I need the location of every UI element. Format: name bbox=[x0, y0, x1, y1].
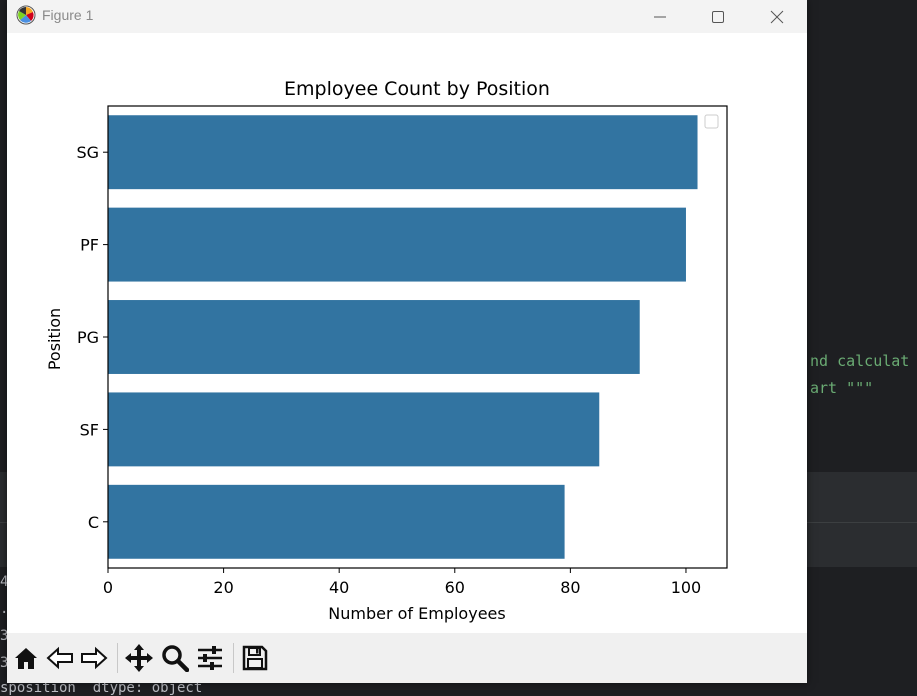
bar-sf bbox=[108, 392, 600, 467]
code-line: art """ bbox=[810, 379, 874, 397]
pan-button[interactable] bbox=[122, 641, 156, 675]
save-icon bbox=[242, 645, 268, 671]
y-tick-label: C bbox=[88, 513, 99, 532]
y-tick-label: PF bbox=[80, 236, 99, 255]
configure-subplots-button[interactable] bbox=[193, 641, 227, 675]
minimize-icon bbox=[654, 16, 666, 17]
x-axis-ticks: 0 20 40 60 80 100 bbox=[103, 568, 701, 597]
title-bar[interactable]: Figure 1 bbox=[7, 0, 807, 33]
zoom-button[interactable] bbox=[158, 641, 192, 675]
x-tick-label: 60 bbox=[445, 578, 465, 597]
y-tick-label: SG bbox=[76, 143, 99, 162]
minimize-button[interactable] bbox=[631, 0, 689, 33]
bar-sg bbox=[108, 115, 698, 190]
configure-icon bbox=[198, 646, 222, 670]
terminal-line: 3 bbox=[0, 655, 9, 671]
bar-c bbox=[108, 484, 565, 559]
bars-group bbox=[108, 115, 698, 559]
window-title: Figure 1 bbox=[42, 7, 94, 23]
bar-pf bbox=[108, 207, 686, 282]
pan-icon bbox=[125, 644, 153, 672]
y-axis-label: Position bbox=[45, 308, 64, 370]
bar-chart: Employee Count by Position SG PF PG SF C 0 20… bbox=[45, 78, 728, 623]
terminal-line: . bbox=[0, 601, 9, 617]
figure-canvas[interactable]: Employee Count by Position SG PF PG SF C 0 20… bbox=[7, 33, 807, 633]
forward-button[interactable] bbox=[77, 641, 111, 675]
toolbar-separator bbox=[117, 643, 118, 673]
toolbar-separator bbox=[233, 643, 234, 673]
x-tick-label: 20 bbox=[213, 578, 233, 597]
x-axis-label: Number of Employees bbox=[328, 604, 505, 623]
y-tick-label: SF bbox=[80, 420, 99, 439]
back-button[interactable] bbox=[43, 641, 77, 675]
close-icon bbox=[770, 10, 784, 23]
back-icon bbox=[46, 646, 73, 670]
forward-icon bbox=[81, 646, 108, 670]
close-button[interactable] bbox=[748, 0, 806, 33]
empty-legend-box bbox=[704, 114, 719, 129]
code-line: nd calculat bbox=[810, 352, 910, 370]
axes-frame bbox=[107, 105, 728, 569]
x-tick-label: 100 bbox=[671, 578, 702, 597]
y-tick-label: PG bbox=[77, 328, 99, 347]
x-tick-label: 40 bbox=[329, 578, 349, 597]
chart-title: Employee Count by Position bbox=[284, 78, 550, 100]
maximize-icon bbox=[712, 10, 724, 23]
terminal-line: 4 bbox=[0, 574, 9, 590]
maximize-button[interactable] bbox=[689, 0, 747, 33]
terminal-line: 3 bbox=[0, 628, 9, 644]
y-axis-ticks: SG PF PG SF C bbox=[76, 143, 108, 532]
matplotlib-logo-icon bbox=[16, 5, 36, 25]
figure-window: Figure 1 Employee Count by Position SG PF… bbox=[7, 0, 807, 683]
home-icon bbox=[15, 648, 37, 669]
save-button[interactable] bbox=[238, 641, 272, 675]
x-tick-label: 0 bbox=[103, 578, 113, 597]
zoom-icon bbox=[162, 645, 189, 672]
x-tick-label: 80 bbox=[560, 578, 580, 597]
navigation-toolbar bbox=[7, 633, 807, 683]
home-button[interactable] bbox=[9, 641, 43, 675]
bar-pg bbox=[108, 300, 640, 374]
